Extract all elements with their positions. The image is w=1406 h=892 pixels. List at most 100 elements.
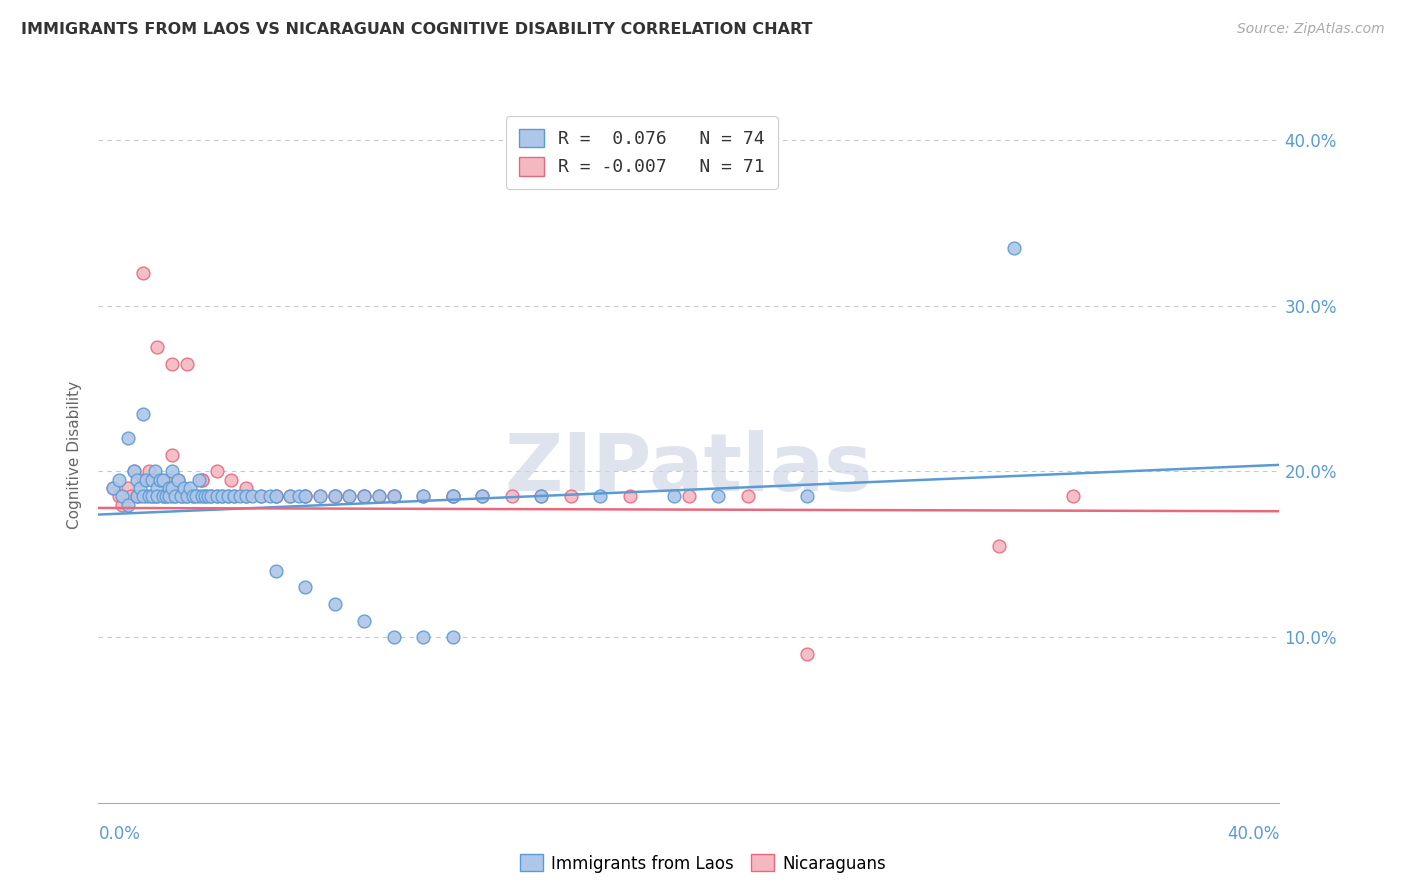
Point	[149, 473, 172, 487]
Point	[368, 489, 391, 503]
Point	[353, 489, 375, 503]
Point	[194, 489, 217, 503]
Point	[162, 448, 183, 462]
Point	[117, 498, 139, 512]
Text: ZIPatlas: ZIPatlas	[505, 430, 873, 508]
Point	[117, 481, 139, 495]
Point	[530, 489, 553, 503]
Point	[146, 489, 169, 503]
Point	[176, 489, 198, 503]
Point	[128, 481, 150, 495]
Point	[146, 340, 169, 354]
Point	[560, 489, 582, 503]
Point	[152, 489, 174, 503]
Point	[211, 489, 233, 503]
Point	[235, 489, 257, 503]
Point	[181, 489, 204, 503]
Point	[128, 489, 150, 503]
Point	[165, 489, 187, 503]
Point	[382, 489, 405, 503]
Point	[167, 473, 190, 487]
Point	[103, 481, 125, 495]
Point	[264, 489, 287, 503]
Point	[353, 614, 375, 628]
Point	[200, 489, 222, 503]
Point	[217, 489, 239, 503]
Point	[146, 481, 169, 495]
Point	[323, 489, 346, 503]
Point	[309, 489, 332, 503]
Point	[146, 489, 169, 503]
Point	[707, 489, 730, 503]
Point	[157, 473, 180, 487]
Point	[309, 489, 332, 503]
Point	[471, 489, 494, 503]
Point	[205, 465, 228, 479]
Point	[138, 465, 160, 479]
Point	[143, 489, 166, 503]
Point	[155, 489, 177, 503]
Point	[987, 539, 1010, 553]
Text: IMMIGRANTS FROM LAOS VS NICARAGUAN COGNITIVE DISABILITY CORRELATION CHART: IMMIGRANTS FROM LAOS VS NICARAGUAN COGNI…	[21, 22, 813, 37]
Text: 0.0%: 0.0%	[98, 825, 141, 843]
Point	[619, 489, 641, 503]
Point	[1002, 241, 1025, 255]
Point	[162, 481, 183, 495]
Point	[368, 489, 391, 503]
Point	[501, 489, 523, 503]
Point	[152, 489, 174, 503]
Point	[217, 489, 239, 503]
Point	[264, 564, 287, 578]
Point	[194, 489, 217, 503]
Point	[250, 489, 273, 503]
Point	[173, 481, 195, 495]
Point	[122, 465, 145, 479]
Point	[125, 473, 148, 487]
Point	[170, 489, 193, 503]
Point	[187, 473, 209, 487]
Point	[187, 489, 209, 503]
Point	[441, 489, 464, 503]
Point	[796, 647, 818, 661]
Point	[191, 489, 214, 503]
Point	[224, 489, 246, 503]
Point	[530, 489, 553, 503]
Point	[264, 489, 287, 503]
Point	[229, 489, 252, 503]
Point	[278, 489, 302, 503]
Point	[191, 473, 214, 487]
Point	[141, 489, 163, 503]
Point	[235, 481, 257, 495]
Point	[173, 489, 195, 503]
Point	[412, 630, 434, 644]
Point	[250, 489, 273, 503]
Text: Source: ZipAtlas.com: Source: ZipAtlas.com	[1237, 22, 1385, 37]
Point	[117, 431, 139, 445]
Legend: R =  0.076   N = 74, R = -0.007   N = 71: R = 0.076 N = 74, R = -0.007 N = 71	[506, 116, 778, 189]
Point	[162, 465, 183, 479]
Point	[323, 489, 346, 503]
Point	[162, 357, 183, 371]
Point	[125, 489, 148, 503]
Point	[323, 489, 346, 503]
Point	[135, 473, 157, 487]
Point	[589, 489, 612, 503]
Point	[224, 489, 246, 503]
Point	[294, 581, 316, 595]
Point	[412, 489, 434, 503]
Point	[108, 473, 131, 487]
Point	[323, 597, 346, 611]
Point	[157, 489, 180, 503]
Point	[132, 407, 155, 421]
Point	[294, 489, 316, 503]
Point	[339, 489, 360, 503]
Point	[165, 489, 187, 503]
Point	[170, 489, 193, 503]
Point	[796, 489, 818, 503]
Y-axis label: Cognitive Disability: Cognitive Disability	[67, 381, 83, 529]
Point	[132, 489, 155, 503]
Point	[1062, 489, 1084, 503]
Point	[120, 489, 142, 503]
Point	[103, 481, 125, 495]
Point	[167, 473, 190, 487]
